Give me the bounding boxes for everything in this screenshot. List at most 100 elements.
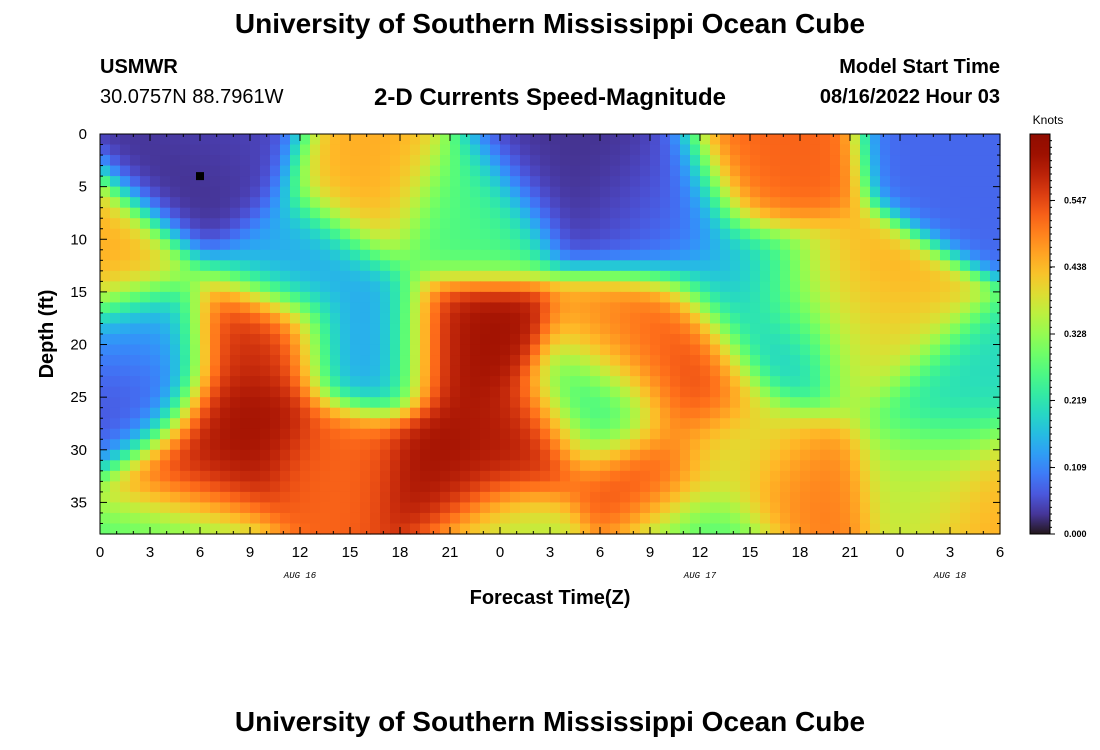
heatmap-cell [410, 291, 421, 304]
heatmap-cell [980, 449, 991, 461]
heatmap-cell [610, 365, 621, 377]
heatmap-cell [950, 407, 961, 419]
heatmap-cell [170, 197, 181, 209]
heatmap-cell [680, 344, 691, 356]
heatmap-cell [220, 291, 231, 304]
heatmap-cell [790, 165, 801, 177]
heatmap-cell [980, 155, 991, 167]
heatmap-cell [200, 386, 211, 398]
heatmap-cell [350, 228, 361, 240]
heatmap-cell [770, 281, 781, 293]
heatmap-cell [820, 134, 831, 146]
heatmap-cell [310, 176, 321, 188]
heatmap-cell [280, 323, 291, 335]
heatmap-cell [840, 491, 851, 504]
heatmap-cell [650, 218, 661, 230]
heatmap-cell [620, 407, 631, 419]
heatmap-cell [270, 249, 281, 261]
heatmap-cell [900, 428, 911, 440]
heatmap-cell [960, 186, 971, 198]
heatmap-cell [670, 386, 681, 398]
heatmap-cell [920, 376, 931, 388]
heatmap-cell [290, 428, 301, 440]
heatmap-cell [530, 228, 541, 240]
heatmap-cell [670, 439, 681, 451]
heatmap-cell [450, 344, 461, 356]
heatmap-cell [650, 228, 661, 240]
heatmap-cell [670, 249, 681, 261]
heatmap-cell [420, 418, 431, 430]
heatmap-cell [420, 449, 431, 461]
heatmap-cell [400, 281, 411, 293]
heatmap-cell [550, 197, 561, 209]
heatmap-cell [440, 302, 451, 314]
heatmap-cell [840, 523, 851, 535]
heatmap-cell [880, 239, 891, 251]
heatmap-cell [400, 428, 411, 440]
heatmap-cell [520, 386, 531, 398]
heatmap-cell [780, 397, 791, 409]
heatmap-cell [240, 428, 251, 440]
heatmap-cell [660, 281, 671, 293]
heatmap-cell [770, 344, 781, 356]
heatmap-cell [770, 323, 781, 335]
heatmap-cell [640, 270, 651, 282]
heatmap-cell [810, 197, 821, 209]
heatmap-cell [450, 428, 461, 440]
heatmap-cell [580, 165, 591, 177]
heatmap-cell [290, 449, 301, 461]
heatmap-cell [100, 260, 111, 272]
heatmap-cell [880, 218, 891, 230]
heatmap-cell [780, 418, 791, 430]
heatmap-cell [850, 239, 861, 251]
heatmap-cell [830, 228, 841, 240]
heatmap-cell [120, 502, 131, 514]
heatmap-cell [870, 491, 881, 504]
heatmap-cell [420, 397, 431, 409]
heatmap-cell [340, 460, 351, 472]
heatmap-cell [570, 407, 581, 419]
heatmap-cell [570, 334, 581, 346]
heatmap-cell [400, 270, 411, 282]
heatmap-cell [250, 323, 261, 335]
heatmap-cell [360, 449, 371, 461]
heatmap-cell [170, 376, 181, 388]
heatmap-cell [130, 218, 141, 230]
heatmap-cell [210, 439, 221, 451]
heatmap-cell [460, 134, 471, 146]
heatmap-cell [970, 270, 981, 282]
heatmap-cell [890, 186, 901, 198]
heatmap-cell [770, 386, 781, 398]
heatmap-cell [160, 491, 171, 504]
heatmap-cell [560, 439, 571, 451]
heatmap-cell [880, 407, 891, 419]
heatmap-cell [850, 260, 861, 272]
heatmap-cell [960, 428, 971, 440]
heatmap-cell [300, 239, 311, 251]
heatmap-cell [730, 365, 741, 377]
heatmap-cell [110, 155, 121, 167]
heatmap-cell [510, 355, 521, 367]
heatmap-cell [760, 481, 771, 493]
heatmap-cell [620, 334, 631, 346]
heatmap-cell [370, 186, 381, 198]
heatmap-cell [490, 228, 501, 240]
heatmap-cell [220, 344, 231, 356]
heatmap-cell [180, 418, 191, 430]
heatmap-cell [270, 376, 281, 388]
heatmap-cell [380, 428, 391, 440]
heatmap-cell [340, 428, 351, 440]
heatmap-cell [360, 439, 371, 451]
heatmap-cell [140, 470, 151, 482]
heatmap-cell [860, 312, 871, 325]
heatmap-cell [520, 470, 531, 482]
heatmap-cell [530, 270, 541, 282]
heatmap-cell [350, 397, 361, 409]
heatmap-cell [490, 249, 501, 261]
heatmap-cell [290, 386, 301, 398]
heatmap-cell [480, 376, 491, 388]
heatmap-cell [120, 176, 131, 188]
heatmap-cell [280, 481, 291, 493]
heatmap-cell [730, 186, 741, 198]
heatmap-cell [340, 334, 351, 346]
